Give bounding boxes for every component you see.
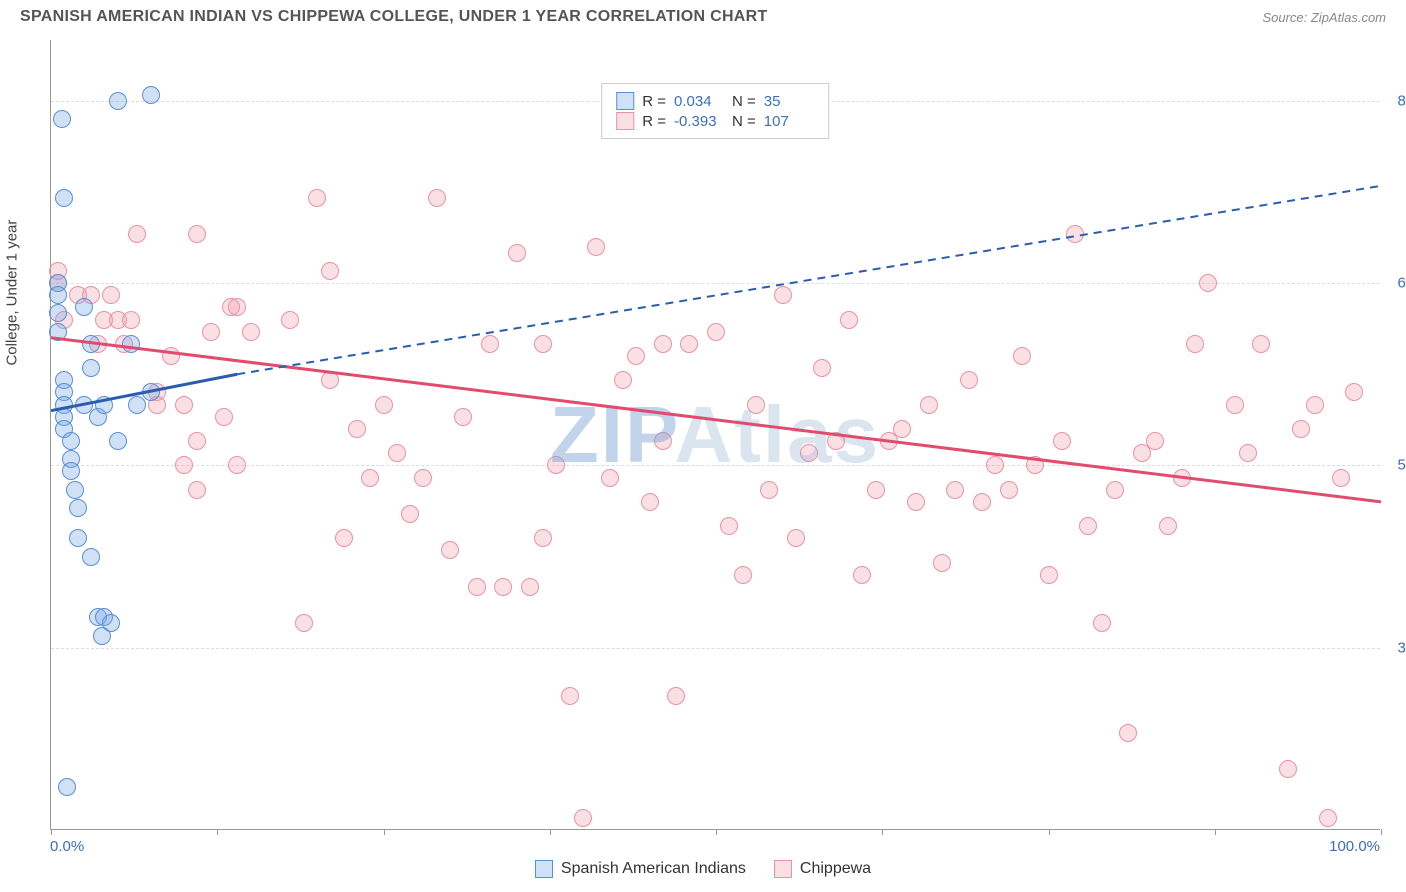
r-label: R = [642,93,666,110]
n-label: N = [732,93,756,110]
legend-item-series1: Spanish American Indians [535,860,746,878]
x-max-label: 100.0% [1329,838,1380,855]
stats-row-series1: R = 0.034 N = 35 [616,92,814,110]
x-tick [1381,829,1382,835]
y-tick-label: 35.0% [1385,639,1406,656]
swatch-series1 [616,92,634,110]
n-label: N = [732,113,756,130]
y-tick-label: 80.0% [1385,92,1406,109]
y-tick-label: 50.0% [1385,457,1406,474]
y-axis-title: College, Under 1 year [4,220,21,366]
r-value-series2: -0.393 [674,113,724,130]
legend-label: Chippewa [800,860,871,878]
plot-area: 35.0%50.0%65.0%80.0% ZIPAtlas R = 0.034 … [50,40,1380,830]
chart-title: SPANISH AMERICAN INDIAN VS CHIPPEWA COLL… [20,8,768,26]
r-label: R = [642,113,666,130]
trend-lines [51,40,1381,830]
r-value-series1: 0.034 [674,93,724,110]
n-value-series2: 107 [764,113,814,130]
swatch-series1 [535,860,553,878]
n-value-series1: 35 [764,93,814,110]
y-tick-label: 65.0% [1385,275,1406,292]
source-attribution: Source: ZipAtlas.com [1262,10,1386,25]
swatch-series2 [616,112,634,130]
legend-label: Spanish American Indians [561,860,746,878]
swatch-series2 [774,860,792,878]
legend-item-series2: Chippewa [774,860,871,878]
correlation-stats-box: R = 0.034 N = 35 R = -0.393 N = 107 [601,83,829,139]
stats-row-series2: R = -0.393 N = 107 [616,112,814,130]
bottom-legend: Spanish American Indians Chippewa [0,860,1406,878]
x-min-label: 0.0% [50,838,84,855]
